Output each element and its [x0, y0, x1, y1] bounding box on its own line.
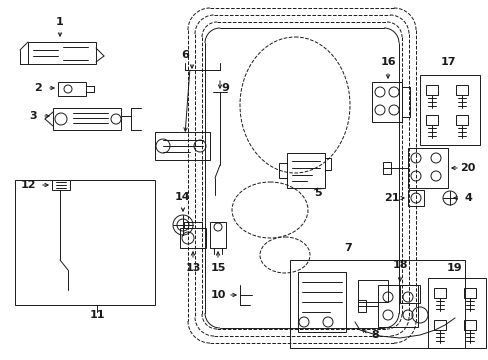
Text: 11: 11 [89, 310, 104, 320]
Bar [357, 280, 387, 302]
Bar [433, 320, 445, 330]
Bar [419, 75, 479, 145]
Text: 14: 14 [175, 192, 190, 202]
Bar [433, 288, 445, 298]
Bar [180, 228, 205, 248]
Bar [425, 115, 437, 125]
Bar [425, 85, 437, 95]
Bar [455, 85, 467, 95]
Bar [325, 158, 330, 170]
Text: 2: 2 [34, 83, 42, 93]
Bar [407, 148, 447, 188]
Text: 21: 21 [384, 193, 399, 203]
Text: 8: 8 [370, 330, 378, 340]
Bar [155, 132, 209, 160]
Bar [463, 320, 475, 330]
Bar [455, 115, 467, 125]
Bar [209, 222, 225, 248]
Bar [382, 162, 390, 174]
Text: 15: 15 [210, 263, 225, 273]
Bar [377, 285, 417, 327]
Text: 9: 9 [221, 83, 228, 93]
Text: 7: 7 [344, 243, 351, 253]
Text: 5: 5 [314, 188, 321, 198]
Text: 6: 6 [181, 50, 188, 60]
Bar [371, 82, 401, 122]
Text: 18: 18 [391, 260, 407, 270]
Bar [427, 278, 485, 348]
Text: 16: 16 [379, 57, 395, 67]
Text: 12: 12 [20, 180, 36, 190]
Bar [28, 42, 96, 64]
Text: 4: 4 [463, 193, 471, 203]
Text: 17: 17 [439, 57, 455, 67]
Bar [463, 288, 475, 298]
Text: 3: 3 [29, 111, 37, 121]
Bar [357, 300, 365, 312]
Bar [286, 153, 325, 188]
Bar [53, 108, 121, 130]
Bar [279, 163, 286, 178]
Text: 19: 19 [446, 263, 462, 273]
Bar [58, 82, 86, 96]
Bar [52, 180, 70, 190]
Bar [399, 285, 419, 303]
Text: 1: 1 [56, 17, 64, 27]
Bar [15, 180, 155, 305]
Text: 20: 20 [459, 163, 475, 173]
Text: 13: 13 [185, 263, 200, 273]
Bar [289, 260, 464, 348]
Text: 10: 10 [210, 290, 225, 300]
Bar [297, 272, 346, 332]
Bar [407, 190, 423, 206]
